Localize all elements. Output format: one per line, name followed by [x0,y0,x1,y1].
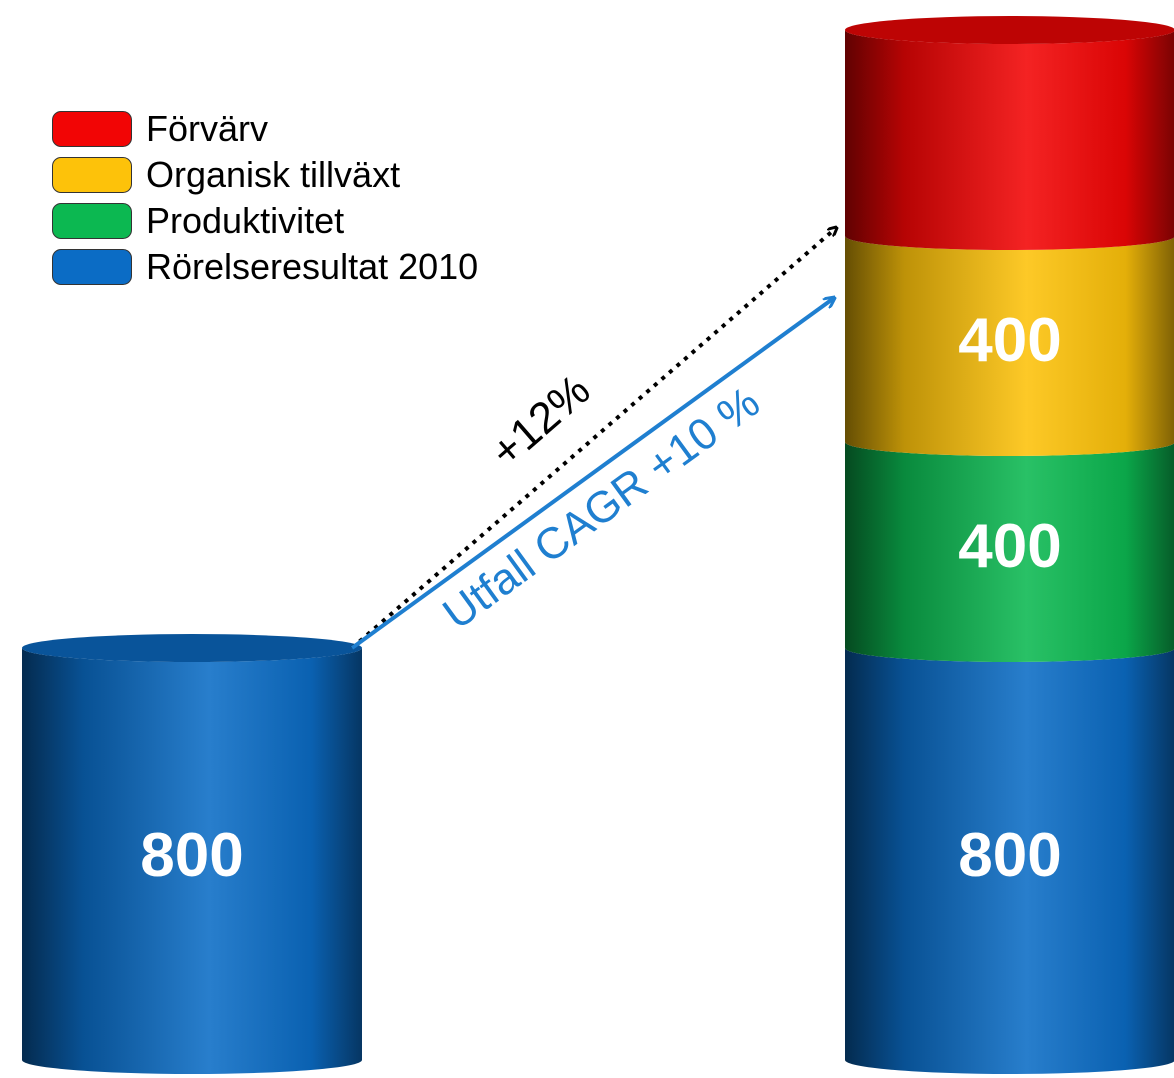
data-label-0: 800 [140,821,243,890]
legend-item-produktivitet: Produktivitet [52,198,478,244]
legend-item-organisk-tillvaxt: Organisk tillväxt [52,152,478,198]
bar-segment-1-0 [845,648,1174,1074]
cagr-10-arrow [350,298,834,650]
annotation-cagr-label: Utfall CAGR +10 % [434,377,768,639]
legend-label: Organisk tillväxt [146,154,401,195]
annotations-layer: +12% Utfall CAGR +10 % [350,228,836,650]
cagr-12-arrow [350,228,836,650]
bar-segment-1-3 [845,30,1174,250]
legend-item-forvarv: Förvärv [52,106,478,152]
legend-label: Produktivitet [146,200,345,241]
bar-segment-1-2 [845,236,1174,456]
legend-item-rorelseresultat: Rörelseresultat 2010 [52,244,478,290]
legend-label: Rörelseresultat 2010 [146,246,479,287]
bar-segment-1-1 [845,442,1174,662]
data-label-1: 800 [958,821,1061,890]
legend-swatch-yellow [52,157,132,193]
bar-segment-0-0 [22,648,362,1074]
annotation-12-label: +12% [481,365,599,477]
bar-top-cap-1 [845,16,1174,44]
bars-layer: 800 800 400 400 [22,16,1174,1074]
legend-swatch-blue [52,249,132,285]
data-label-3: 400 [958,306,1061,375]
bar-top-cap-0 [22,634,362,662]
legend-swatch-red [52,111,132,147]
data-label-2: 400 [958,512,1061,581]
legend-label: Förvärv [146,108,269,149]
legend: Förvärv Organisk tillväxt Produktivitet … [52,106,478,290]
legend-swatch-green [52,203,132,239]
